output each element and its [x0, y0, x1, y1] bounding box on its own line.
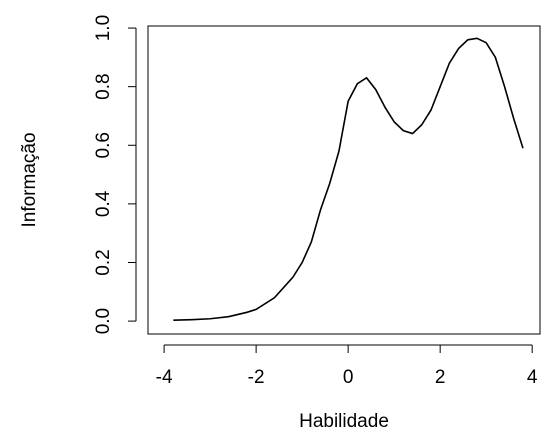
x-tick-label: 2 — [435, 367, 446, 388]
y-tick-label: 0.2 — [93, 249, 114, 275]
y-tick-label: 0.6 — [93, 132, 114, 158]
x-tick-label: -4 — [156, 367, 173, 388]
y-tick-label: 1.0 — [93, 15, 114, 41]
y-tick-label: 0.0 — [93, 308, 114, 334]
x-tick-label: 4 — [527, 367, 538, 388]
plot-frame — [147, 25, 541, 335]
x-tick-label: -2 — [248, 367, 265, 388]
y-tick-label: 0.4 — [93, 190, 114, 217]
y-axis-label: Informação — [19, 132, 40, 227]
data-line — [173, 37, 524, 322]
x-tick-label: 0 — [343, 367, 354, 388]
y-tick-label: 0.8 — [93, 73, 114, 99]
x-axis-label: Habilidade — [299, 411, 389, 432]
